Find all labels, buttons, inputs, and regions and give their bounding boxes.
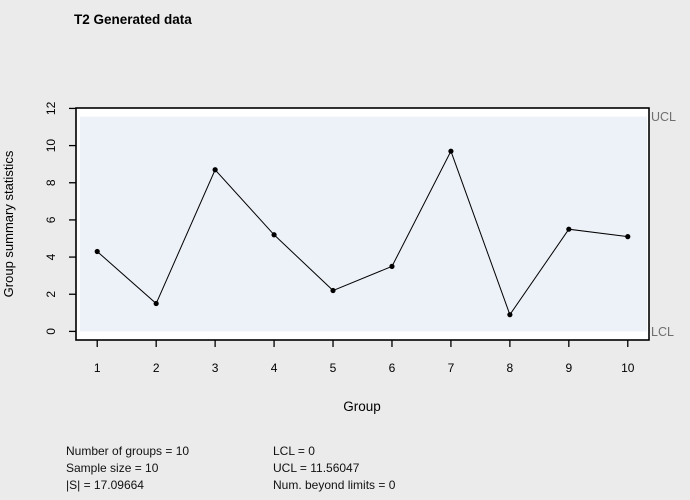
data-point [625,234,631,240]
x-axis-title: Group [343,399,381,414]
plot-border [75,107,650,341]
chart-title: T2 Generated data [74,12,192,27]
y-tick-label: 4 [44,253,58,260]
x-tick-label: 9 [565,361,572,375]
x-tick-label: 1 [94,361,101,375]
x-tick-label: 10 [621,361,635,375]
y-tick-label: 0 [44,328,58,335]
lcl-label: LCL [651,325,674,339]
y-tick-label: 10 [44,139,58,153]
x-tick-label: 2 [153,361,160,375]
x-tick-label: 6 [389,361,396,375]
data-point [212,167,218,173]
y-tick-label: 2 [44,291,58,298]
stats-right-column: LCL = 0 UCL = 11.56047 Num. beyond limit… [273,443,395,494]
x-tick-label: 3 [212,361,219,375]
y-tick-label: 6 [44,216,58,223]
x-tick-label: 7 [448,361,455,375]
x-tick-label: 5 [330,361,337,375]
data-point [271,232,277,238]
data-point [153,300,159,307]
stat-beyond-limits: Num. beyond limits = 0 [273,478,396,492]
y-tick-label: 8 [44,179,58,186]
stat-sample-size: Sample size = 10 [66,461,159,475]
data-point [448,148,454,154]
ucl-label: UCL [651,110,676,124]
stat-ucl: UCL = 11.56047 [273,461,360,475]
data-point [389,263,395,269]
data-point [330,287,336,294]
y-axis-title: Group summary statistics [1,150,16,297]
stat-number-of-groups: Number of groups = 10 [66,444,190,458]
x-tick-label: 8 [507,361,514,375]
stats-left-column: Number of groups = 10 Sample size = 10 |… [66,443,189,494]
data-point [94,248,100,255]
x-tick-label: 4 [271,361,278,375]
data-point [507,312,513,318]
data-line [96,149,628,316]
y-tick-label: 12 [44,101,58,115]
stat-s-determinant: |S| = 17.09664 [66,478,144,492]
data-point [566,226,572,232]
stat-lcl: LCL = 0 [273,444,315,458]
control-limits-band [80,116,647,332]
